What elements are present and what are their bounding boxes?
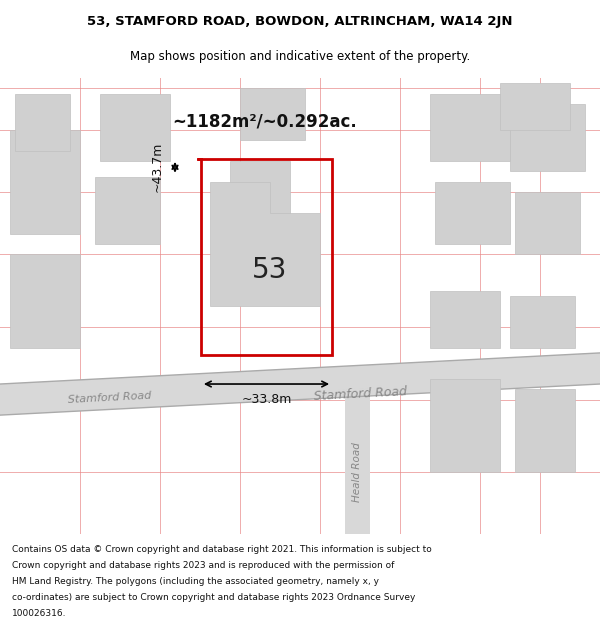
Bar xyxy=(10,254,80,348)
Text: 53: 53 xyxy=(253,256,287,284)
Polygon shape xyxy=(210,182,320,306)
Text: Heald Road: Heald Road xyxy=(352,442,362,502)
Bar xyxy=(500,83,570,130)
Text: 100026316.: 100026316. xyxy=(12,609,67,618)
Bar xyxy=(430,94,510,161)
Bar xyxy=(230,161,290,223)
Bar xyxy=(510,104,585,171)
Bar xyxy=(435,182,510,244)
Polygon shape xyxy=(0,353,600,415)
Bar xyxy=(240,89,305,141)
Text: Map shows position and indicative extent of the property.: Map shows position and indicative extent… xyxy=(130,50,470,62)
Text: Crown copyright and database rights 2023 and is reproduced with the permission o: Crown copyright and database rights 2023… xyxy=(12,561,394,570)
Bar xyxy=(510,296,575,348)
Bar xyxy=(515,192,580,254)
Text: 53, STAMFORD ROAD, BOWDON, ALTRINCHAM, WA14 2JN: 53, STAMFORD ROAD, BOWDON, ALTRINCHAM, W… xyxy=(87,16,513,28)
Bar xyxy=(100,94,170,161)
Text: Stamford Road: Stamford Road xyxy=(313,386,407,403)
Polygon shape xyxy=(345,374,370,534)
Bar xyxy=(515,389,575,472)
Text: HM Land Registry. The polygons (including the associated geometry, namely x, y: HM Land Registry. The polygons (includin… xyxy=(12,577,379,586)
Text: ~33.8m: ~33.8m xyxy=(241,393,292,406)
Bar xyxy=(95,177,160,244)
Text: ~43.7m: ~43.7m xyxy=(151,142,163,192)
Bar xyxy=(430,379,500,472)
Text: ~1182m²/~0.292ac.: ~1182m²/~0.292ac. xyxy=(173,112,358,131)
Bar xyxy=(430,291,500,348)
Text: Stamford Road: Stamford Road xyxy=(68,391,152,404)
Bar xyxy=(15,94,70,151)
Text: Contains OS data © Crown copyright and database right 2021. This information is : Contains OS data © Crown copyright and d… xyxy=(12,545,432,554)
Text: co-ordinates) are subject to Crown copyright and database rights 2023 Ordnance S: co-ordinates) are subject to Crown copyr… xyxy=(12,593,415,602)
Bar xyxy=(10,130,80,234)
